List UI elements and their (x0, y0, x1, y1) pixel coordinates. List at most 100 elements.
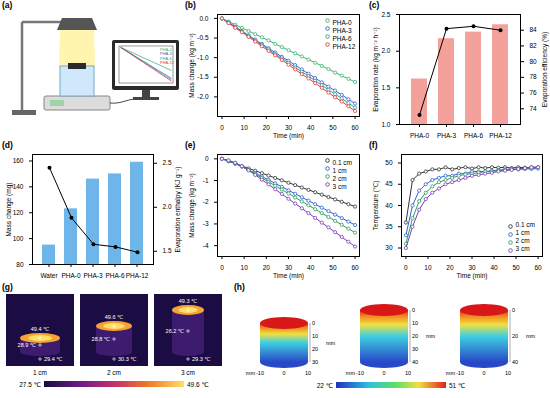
svg-text:0: 0 (220, 264, 224, 271)
svg-text:0: 0 (282, 370, 285, 376)
svg-text:-1.5: -1.5 (197, 73, 209, 80)
svg-text:78: 78 (530, 73, 538, 80)
svg-text:82: 82 (530, 42, 538, 49)
svg-text:PHA-6: PHA-6 (464, 132, 484, 139)
svg-text:1.5: 1.5 (381, 84, 390, 91)
svg-text:50: 50 (329, 264, 337, 271)
svg-text:PHA-0: PHA-0 (410, 132, 430, 139)
svg-text:3 cm: 3 cm (181, 369, 195, 376)
svg-text:28.8 ℃: 28.8 ℃ (92, 336, 110, 342)
svg-text:0: 0 (404, 264, 408, 271)
svg-text:74: 74 (530, 105, 538, 112)
svg-text:0: 0 (512, 307, 515, 313)
svg-text:45: 45 (385, 180, 393, 187)
svg-text:PHA-12: PHA-12 (489, 132, 512, 139)
svg-text:-1.0: -1.0 (197, 54, 209, 61)
svg-text:20: 20 (312, 346, 318, 352)
svg-text:30: 30 (285, 264, 293, 271)
svg-text:mm: mm (326, 340, 336, 346)
svg-text:-10: -10 (456, 370, 464, 376)
svg-text:20: 20 (263, 124, 271, 131)
svg-text:mm: mm (426, 333, 436, 339)
svg-text:160: 160 (13, 157, 24, 164)
svg-text:0: 0 (412, 307, 415, 313)
svg-text:1 cm: 1 cm (333, 167, 347, 174)
svg-text:49.4 ℃: 49.4 ℃ (31, 326, 49, 332)
svg-text:30: 30 (412, 346, 418, 352)
svg-text:10: 10 (241, 264, 249, 271)
svg-text:Mass change (kg m⁻²): Mass change (kg m⁻²) (188, 173, 196, 237)
svg-text:140: 140 (13, 183, 24, 190)
svg-text:PHA-3: PHA-3 (83, 272, 103, 279)
svg-text:40: 40 (307, 124, 315, 131)
svg-text:1.0: 1.0 (381, 121, 390, 128)
svg-text:PHA-12: PHA-12 (126, 272, 149, 279)
svg-text:0: 0 (220, 124, 224, 131)
svg-text:0: 0 (482, 370, 485, 376)
svg-text:PHA-0: PHA-0 (61, 272, 81, 279)
svg-text:26.2 ℃: 26.2 ℃ (166, 328, 184, 334)
svg-text:Evaporation enthalpy (KJ g⁻¹): Evaporation enthalpy (KJ g⁻¹) (174, 167, 182, 253)
svg-text:49.3 ℃: 49.3 ℃ (179, 298, 197, 304)
svg-text:-4: -4 (203, 242, 209, 249)
svg-text:-2.0: -2.0 (197, 93, 209, 100)
svg-text:PHA-3: PHA-3 (437, 132, 457, 139)
svg-text:-10: -10 (356, 370, 364, 376)
svg-text:50: 50 (329, 124, 337, 131)
svg-text:Mass change (mg): Mass change (mg) (5, 183, 13, 237)
svg-text:10: 10 (241, 124, 249, 131)
svg-text:22 ℃: 22 ℃ (317, 382, 333, 389)
svg-text:0: 0 (205, 155, 209, 162)
svg-text:20: 20 (412, 333, 418, 339)
svg-text:mm: mm (346, 370, 356, 376)
svg-text:Temperature (℃): Temperature (℃) (372, 181, 380, 231)
svg-text:30: 30 (385, 244, 393, 251)
svg-text:49.6 ℃: 49.6 ℃ (105, 314, 123, 320)
svg-text:30: 30 (468, 264, 476, 271)
svg-text:20: 20 (446, 264, 454, 271)
svg-text:3 cm: 3 cm (333, 183, 347, 190)
svg-text:20: 20 (512, 333, 518, 339)
svg-text:84: 84 (530, 26, 538, 33)
svg-text:51 ℃: 51 ℃ (449, 382, 465, 389)
svg-text:40: 40 (307, 264, 315, 271)
svg-text:mm: mm (526, 333, 536, 339)
svg-text:30: 30 (312, 359, 318, 365)
svg-text:PHA-6: PHA-6 (105, 272, 125, 279)
svg-text:PHA-0: PHA-0 (333, 19, 353, 26)
svg-text:Evaporation efficiency (%): Evaporation efficiency (%) (541, 32, 549, 107)
svg-text:PHA-12: PHA-12 (160, 60, 175, 65)
svg-text:10: 10 (305, 370, 311, 376)
svg-text:PHA-6: PHA-6 (333, 35, 353, 42)
svg-text:35: 35 (385, 223, 393, 230)
svg-text:60: 60 (534, 264, 542, 271)
svg-text:30.3 ℃: 30.3 ℃ (118, 356, 136, 362)
svg-text:Time (min): Time (min) (273, 272, 304, 280)
svg-text:27.5 ℃: 27.5 ℃ (19, 381, 41, 388)
svg-text:PHA-12: PHA-12 (333, 43, 356, 50)
svg-text:mm: mm (446, 370, 456, 376)
svg-text:2.5: 2.5 (381, 11, 390, 18)
svg-text:2.0: 2.0 (381, 47, 390, 54)
svg-text:0: 0 (382, 370, 385, 376)
svg-text:120: 120 (13, 209, 24, 216)
svg-text:49.6 ℃: 49.6 ℃ (187, 381, 209, 388)
svg-text:Time (min): Time (min) (273, 132, 304, 140)
svg-text:0.1 cm: 0.1 cm (333, 159, 353, 166)
svg-text:100: 100 (13, 235, 24, 242)
svg-text:10: 10 (505, 370, 511, 376)
svg-text:40: 40 (412, 359, 418, 365)
svg-text:Mass change (kg m⁻²): Mass change (kg m⁻²) (188, 33, 196, 97)
svg-text:3 cm: 3 cm (516, 245, 530, 252)
svg-text:50: 50 (512, 264, 520, 271)
svg-text:1 cm: 1 cm (516, 229, 530, 236)
svg-text:76: 76 (530, 89, 538, 96)
svg-text:30: 30 (285, 124, 293, 131)
svg-text:60: 60 (351, 124, 359, 131)
svg-text:1.5: 1.5 (163, 247, 172, 254)
svg-text:Evaporation rate (kg m⁻² h⁻¹): Evaporation rate (kg m⁻² h⁻¹) (372, 27, 380, 112)
svg-text:2.0: 2.0 (163, 203, 172, 210)
svg-text:0.0: 0.0 (199, 15, 208, 22)
svg-text:10: 10 (424, 264, 432, 271)
svg-text:Water: Water (40, 272, 58, 279)
